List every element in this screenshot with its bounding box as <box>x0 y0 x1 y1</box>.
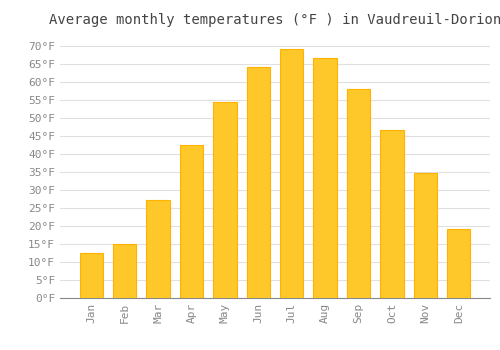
Bar <box>447 229 470 298</box>
Bar <box>113 244 136 298</box>
Bar <box>146 201 170 298</box>
Bar <box>380 130 404 298</box>
Bar <box>180 145 203 298</box>
Bar <box>80 253 103 298</box>
Bar <box>280 49 303 298</box>
Bar <box>213 102 236 298</box>
Bar <box>414 174 437 298</box>
Title: Average monthly temperatures (°F ) in Vaudreuil-Dorion: Average monthly temperatures (°F ) in Va… <box>49 13 500 27</box>
Bar <box>246 67 270 298</box>
Bar <box>347 89 370 298</box>
Bar <box>314 58 337 298</box>
